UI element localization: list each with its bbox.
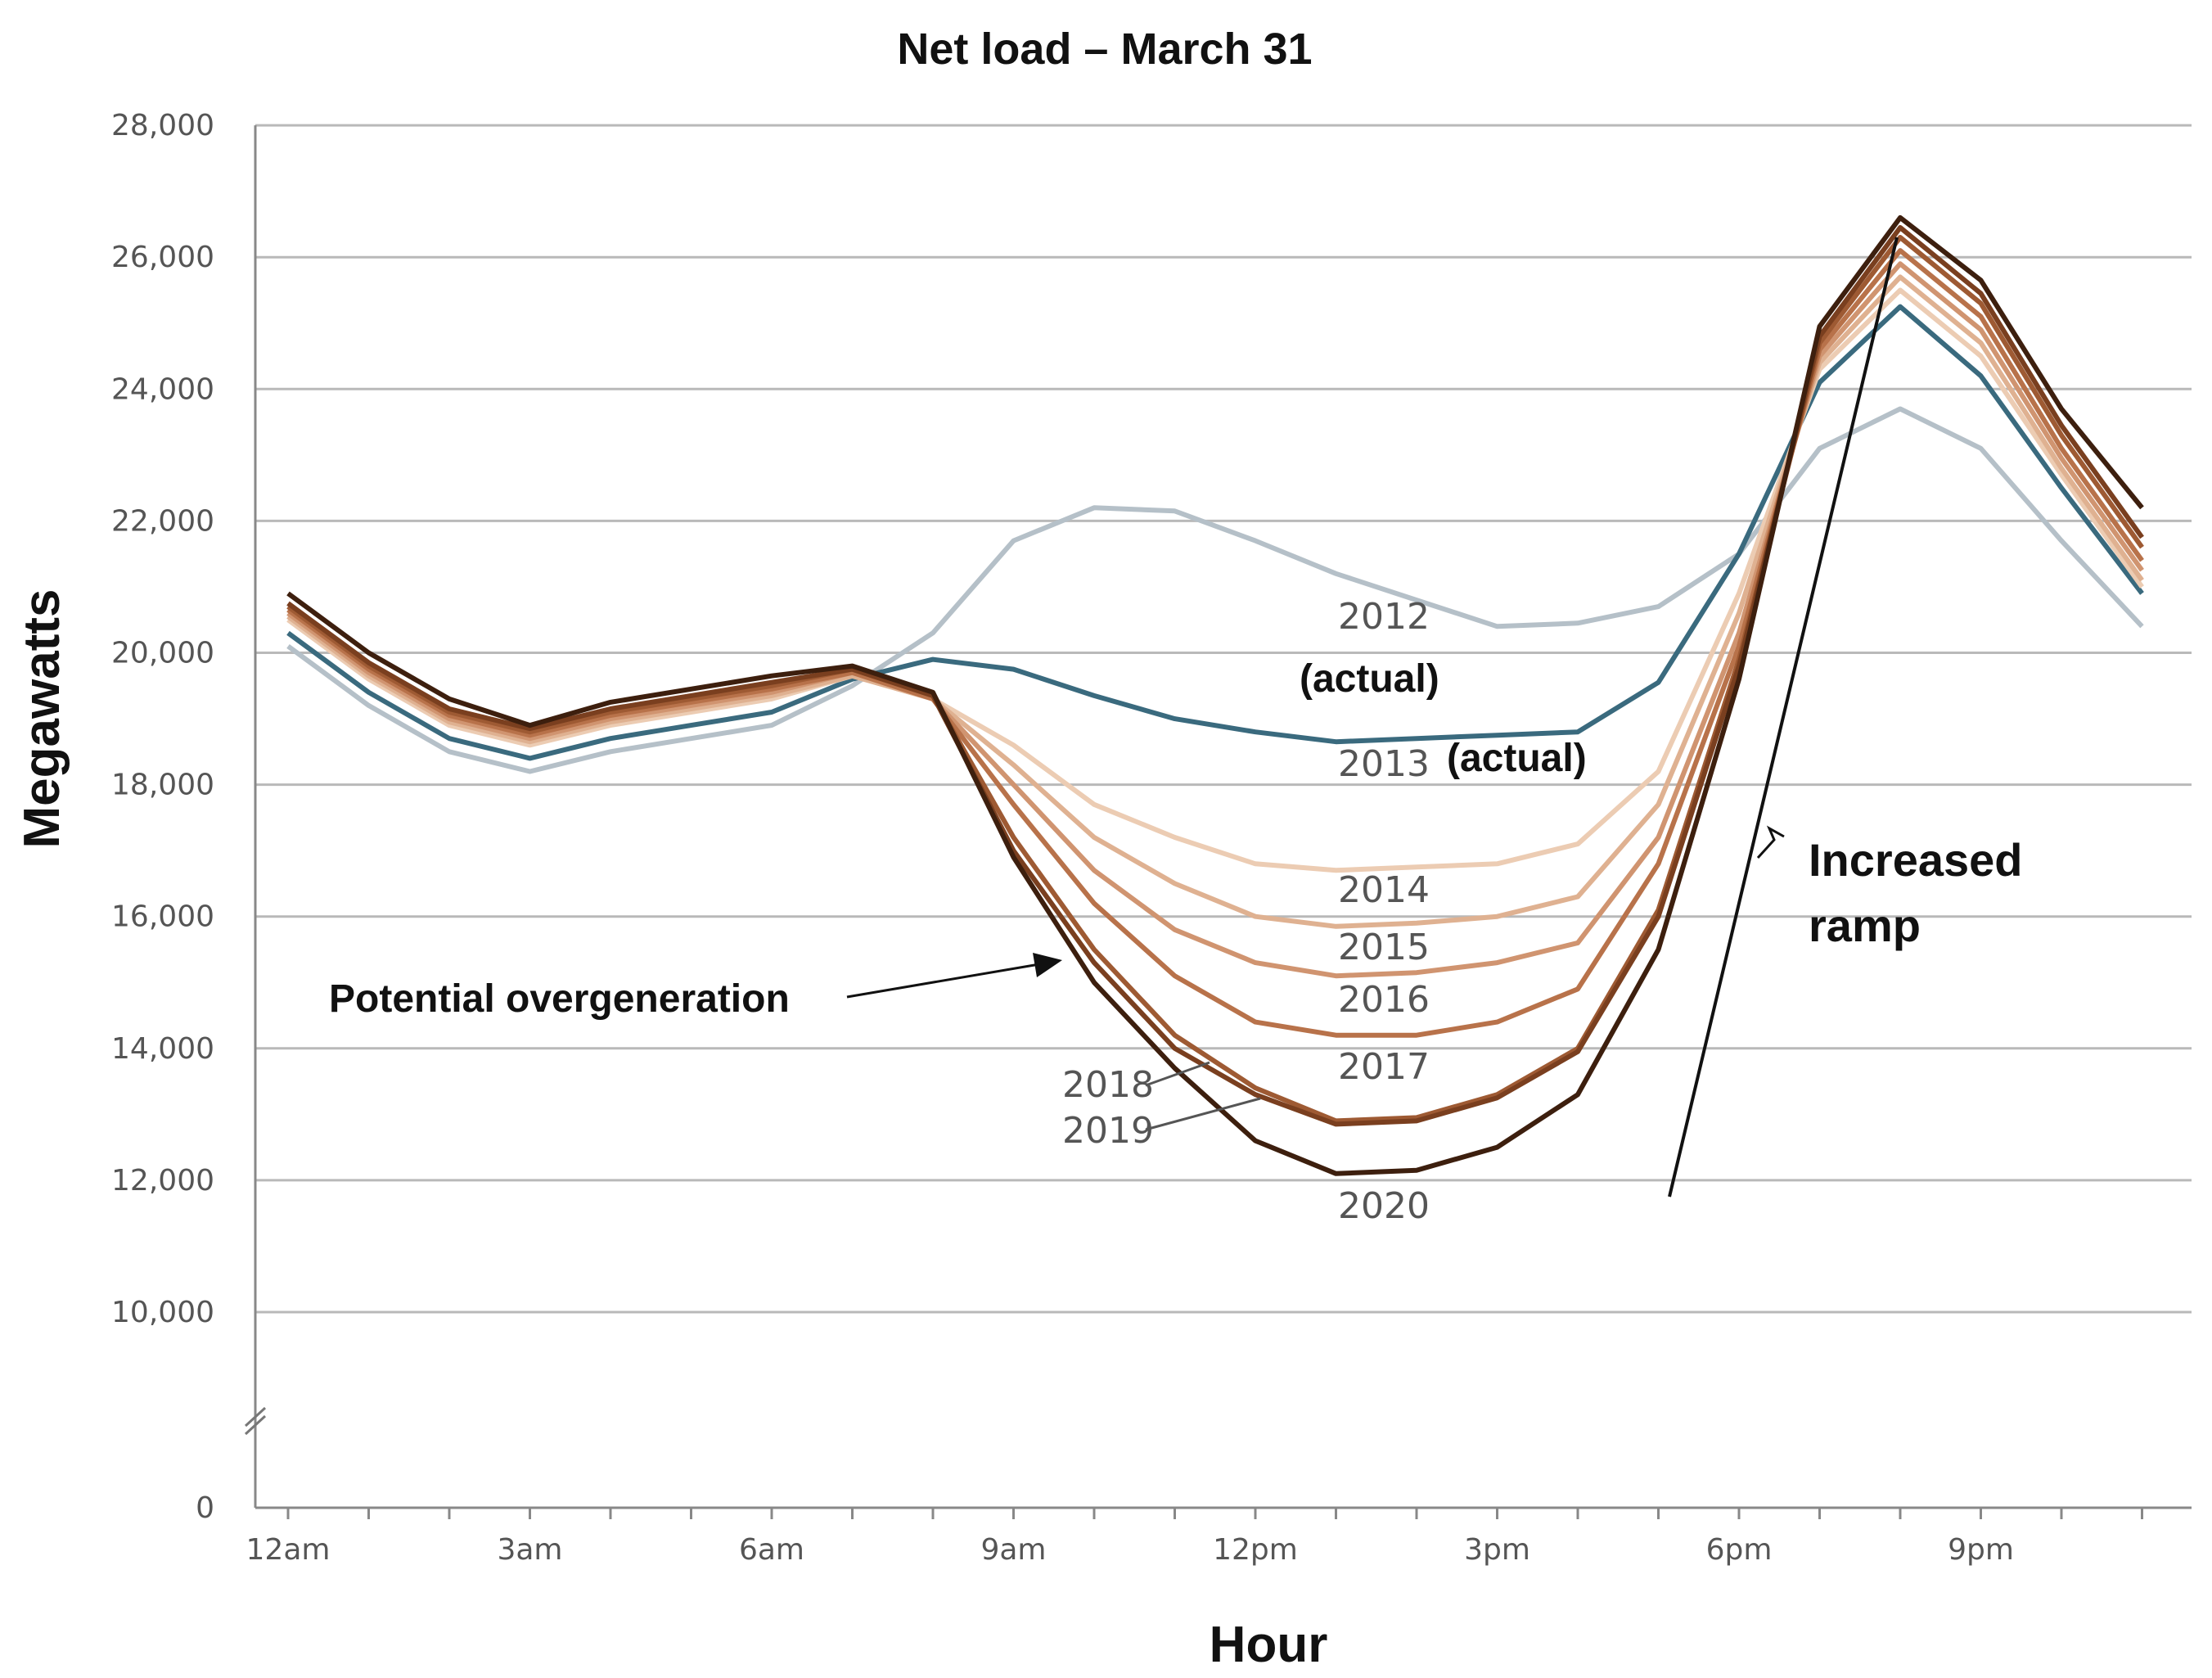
x-tick-label: 3pm [1464,1533,1530,1567]
y-tick-label: 24,000 [111,372,214,406]
y-tick-label: 12,000 [111,1164,214,1198]
series-label-2015: 2015 [1338,927,1430,968]
y-tick-label: 0 [196,1491,214,1525]
series-line-2017 [286,248,2144,1038]
y-axis-title: Megawatts [14,589,70,849]
series-label-2018: 2018 [1062,1064,1154,1106]
axis-break-marker [244,1406,267,1436]
x-tick-labels: 12am 3am 6am 9am 12pm 3pm 6pm 9pm [246,1533,2014,1567]
series-lines [286,214,2144,1176]
annotation-overgeneration: Potential overgeneration [329,977,790,1021]
overgeneration-arrowhead [1033,953,1062,977]
series-label-2013: 2013 [1338,743,1430,785]
x-tick-label: 6pm [1706,1533,1773,1567]
y-tick-label: 10,000 [111,1296,214,1329]
y-tick-labels: 0 10,000 12,000 14,000 16,000 18,000 20,000 22,… [111,109,214,1525]
y-tick-label: 18,000 [111,769,214,802]
series-label-2017: 2017 [1338,1046,1430,1088]
series-line-2014 [286,287,2144,873]
annotation-ramp-line1: Increased [1809,834,2023,886]
leader-2018 [1145,1061,1210,1087]
series-line-2012 [286,406,2144,774]
y-tick-label: 22,000 [111,504,214,538]
series-line-2020 [286,214,2144,1176]
series-label-2014: 2014 [1338,869,1430,911]
series-line-2019 [286,225,2144,1127]
y-tick-label: 16,000 [111,900,214,934]
y-tick-label: 14,000 [111,1032,214,1066]
series-label-2012: 2012 [1338,596,1430,638]
axes [244,125,2192,1519]
series-label-2020: 2020 [1338,1185,1430,1227]
series-label-2019: 2019 [1062,1110,1154,1152]
series-line-2013 [286,304,2144,761]
series-line-2015 [286,274,2144,929]
series-line-2018 [286,235,2144,1124]
x-tick-label: 3am [497,1533,562,1567]
leader-2019 [1145,1097,1261,1131]
y-tick-label: 26,000 [111,241,214,274]
ramp-brace [1756,825,1785,859]
x-tick-label: 12pm [1213,1533,1298,1567]
x-tick-label: 9am [980,1533,1046,1567]
y-tick-label: 20,000 [111,637,214,670]
x-axis-title: Hour [1210,1617,1328,1673]
annotation-actual-2012: (actual) [1300,657,1439,701]
overgeneration-arrow [846,963,1040,999]
y-tick-label: 28,000 [111,109,214,142]
x-tick-label: 9pm [1948,1533,2014,1567]
series-labels: 2012 (actual) 2013 (actual) 2014 2015 20… [329,237,2023,1227]
chart-title: Net load – March 31 [897,25,1312,74]
x-tick-label: 12am [246,1533,331,1567]
ramp-line [1668,237,1899,1198]
series-line-2016 [286,261,2144,979]
x-tick-label: 6am [739,1533,804,1567]
annotation-actual-2013: (actual) [1447,737,1587,780]
grid-lines [255,124,2192,1314]
series-label-2016: 2016 [1338,979,1430,1021]
annotation-ramp-line2: ramp [1809,900,1921,951]
